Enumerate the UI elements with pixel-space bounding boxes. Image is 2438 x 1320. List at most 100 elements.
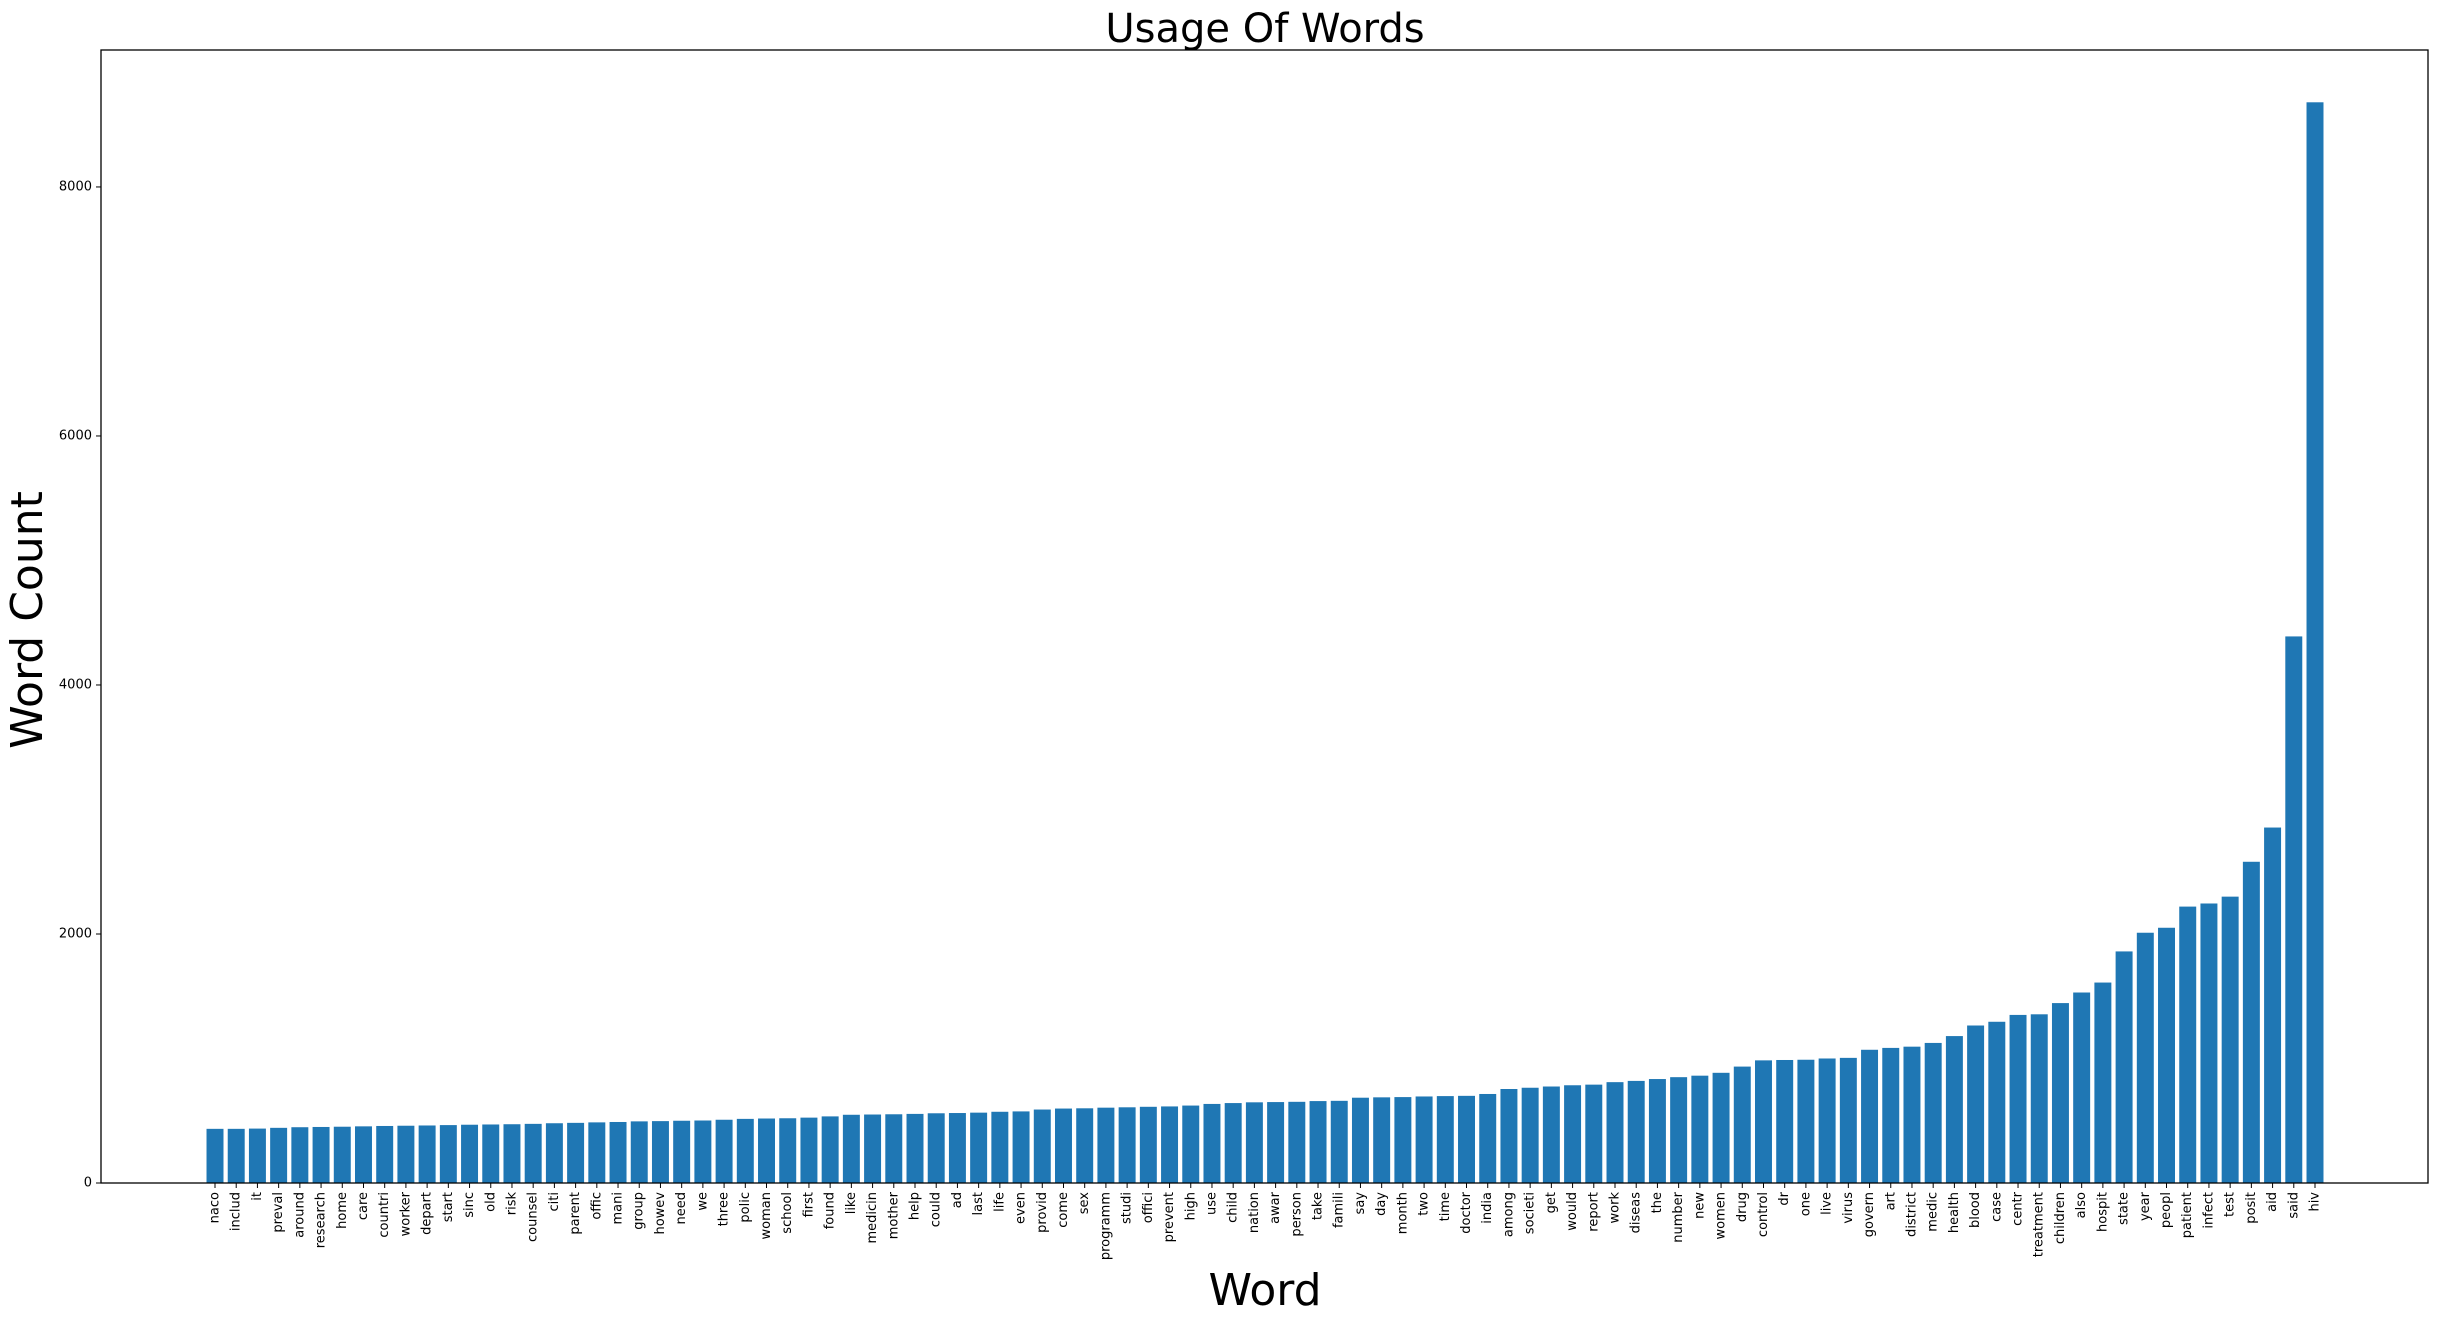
x-tick-label: home (335, 1192, 350, 1229)
bar-sex (1076, 1108, 1094, 1183)
x-tick-label: studi (1120, 1192, 1135, 1224)
x-tick-label: care (356, 1192, 371, 1220)
x-tick-label: get (1544, 1192, 1559, 1213)
bar-women (1712, 1072, 1730, 1183)
x-tick-label: medicin (865, 1192, 880, 1244)
bar-month (1394, 1097, 1412, 1183)
bar-would (1564, 1085, 1582, 1183)
x-tick-label: control (1756, 1192, 1771, 1237)
x-tick-label: sex (1077, 1192, 1092, 1215)
bar-take (1309, 1101, 1327, 1183)
bar-health (1945, 1036, 1963, 1183)
bar-also (2073, 992, 2091, 1183)
x-tick-label: centr (2011, 1191, 2026, 1225)
bar-we (694, 1120, 712, 1183)
x-tick-label: parent (568, 1192, 583, 1235)
bar-counsel (524, 1123, 542, 1183)
bar-medicin (864, 1114, 882, 1183)
bar-offici (1139, 1106, 1157, 1183)
x-tick-label: like (844, 1192, 859, 1214)
bar-say (1351, 1097, 1369, 1183)
x-tick-label: live (1820, 1192, 1835, 1215)
bar-first (800, 1117, 818, 1183)
x-tick-label: diseas (1629, 1192, 1644, 1234)
bar-come (1055, 1108, 1072, 1183)
x-tick-label: govern (1862, 1192, 1877, 1237)
x-tick-label: ad (950, 1192, 965, 1208)
x-tick-label: woman (759, 1192, 774, 1239)
bar-virus (1839, 1057, 1857, 1183)
x-tick-label: women (1714, 1192, 1729, 1240)
x-tick-label: children (2053, 1192, 2068, 1244)
x-tick-label: school (780, 1192, 795, 1234)
x-tick-label: sinc (462, 1192, 477, 1218)
x-tick-label: drug (1735, 1192, 1750, 1222)
x-tick-label: person (1289, 1192, 1304, 1237)
bar-case (1988, 1021, 2006, 1183)
y-tick-label: 0 (84, 1176, 92, 1191)
bar-care (355, 1126, 372, 1183)
y-axis: 0 2000 4000 6000 8000 (59, 179, 101, 1191)
bar-provid (1033, 1109, 1051, 1183)
x-tick-label: also (2074, 1192, 2089, 1218)
x-tick-label: risk (504, 1192, 519, 1216)
bar-blood (1967, 1025, 1985, 1183)
x-tick-label: come (1056, 1192, 1071, 1228)
bar-depart (418, 1125, 436, 1183)
x-tick-label: patient (2180, 1192, 2195, 1238)
x-tick-label: naco (208, 1192, 223, 1223)
x-tick-label: the (1650, 1192, 1665, 1213)
x-tick-label: new (1692, 1192, 1707, 1219)
bar-aid (2264, 827, 2282, 1183)
y-tick-label: 6000 (59, 428, 92, 443)
x-axis-title: Word (1208, 1265, 1321, 1316)
bar-report (1585, 1084, 1603, 1183)
x-tick-label: help (908, 1192, 923, 1220)
x-tick-label: work (1608, 1192, 1623, 1224)
x-tick-label: medic (1926, 1192, 1941, 1232)
x-tick-label: district (1904, 1192, 1919, 1237)
x-tick-label: aid (2265, 1192, 2280, 1212)
y-tick-label: 2000 (59, 926, 92, 941)
x-tick-label: take (1311, 1192, 1326, 1220)
bar-polic (736, 1118, 754, 1183)
bar-govern (1861, 1049, 1879, 1183)
x-tick-label: last (971, 1192, 986, 1215)
bar-doctor (1458, 1095, 1475, 1183)
x-tick-label: offici (1141, 1192, 1156, 1223)
x-tick-label: blood (1968, 1192, 1983, 1228)
x-axis: naco includ it preval around research home care… (208, 1183, 2323, 1260)
bar-famili (1330, 1100, 1348, 1183)
bar-district (1903, 1046, 1921, 1183)
x-tick-label: found (823, 1192, 838, 1229)
bar-even (1012, 1111, 1030, 1183)
bar-patient (2179, 906, 2197, 1183)
x-tick-label: could (929, 1192, 944, 1227)
x-tick-label: nation (1247, 1192, 1262, 1233)
bar-the (1648, 1079, 1666, 1183)
x-tick-label: citi (547, 1192, 562, 1211)
x-tick-label: depart (420, 1192, 435, 1235)
bar-control (1755, 1060, 1772, 1183)
x-tick-label: even (1014, 1192, 1029, 1224)
x-tick-label: infect (2201, 1192, 2216, 1229)
bar-one (1797, 1059, 1815, 1183)
bar-risk (503, 1124, 521, 1183)
bar-high (1182, 1105, 1200, 1183)
bar-work (1606, 1082, 1624, 1183)
bar-naco (206, 1128, 224, 1183)
y-axis-title: Word Count (2, 491, 53, 749)
bar-life (991, 1111, 1009, 1183)
bar-help (906, 1113, 924, 1183)
bar-india (1479, 1093, 1497, 1183)
x-tick-label: societi (1523, 1192, 1538, 1234)
bar-hospit (2094, 982, 2112, 1183)
x-tick-label: includ (229, 1192, 244, 1231)
y-tick-label: 4000 (59, 677, 92, 692)
bar-diseas (1627, 1080, 1645, 1183)
bar-time (1436, 1096, 1454, 1183)
bar-citi (545, 1123, 563, 1183)
bar-start (439, 1125, 457, 1183)
bar-said (2285, 636, 2303, 1183)
x-tick-label: child (1226, 1192, 1241, 1223)
